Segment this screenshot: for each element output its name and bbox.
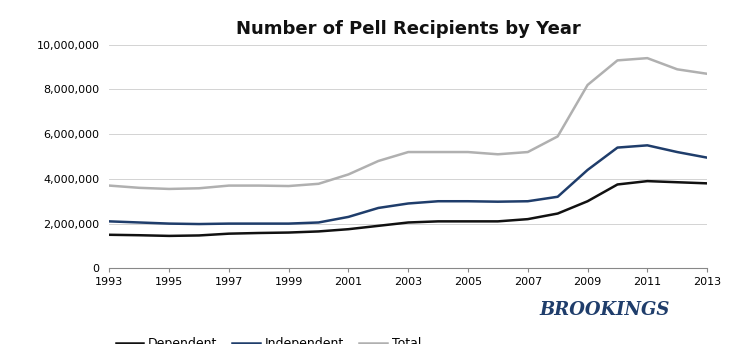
Dependent xyxy=(553,212,562,216)
Total xyxy=(464,150,472,154)
Total xyxy=(553,135,562,139)
Dependent xyxy=(165,234,174,238)
Independent xyxy=(404,202,413,206)
Dependent xyxy=(703,181,712,185)
Independent xyxy=(344,215,353,219)
Independent xyxy=(225,222,233,226)
Total xyxy=(673,67,682,72)
Independent xyxy=(135,221,144,225)
Dependent xyxy=(404,221,413,225)
Dependent xyxy=(105,233,114,237)
Independent xyxy=(165,222,174,226)
Total xyxy=(374,159,383,163)
Total xyxy=(613,58,622,63)
Independent xyxy=(673,150,682,154)
Independent xyxy=(284,222,293,226)
Line: Independent: Independent xyxy=(109,146,707,224)
Independent xyxy=(703,155,712,160)
Dependent xyxy=(344,227,353,231)
Independent xyxy=(553,195,562,199)
Dependent xyxy=(494,219,502,224)
Dependent xyxy=(225,232,233,236)
Dependent xyxy=(434,219,443,224)
Title: Number of Pell Recipients by Year: Number of Pell Recipients by Year xyxy=(236,20,580,37)
Total xyxy=(583,83,592,87)
Independent xyxy=(195,222,203,226)
Independent xyxy=(494,200,502,204)
Total xyxy=(404,150,413,154)
Total xyxy=(703,72,712,76)
Independent xyxy=(434,199,443,203)
Total xyxy=(434,150,443,154)
Independent xyxy=(583,168,592,172)
Dependent xyxy=(613,182,622,186)
Dependent xyxy=(643,179,652,183)
Independent xyxy=(523,199,532,203)
Independent xyxy=(314,221,323,225)
Total xyxy=(135,186,144,190)
Line: Total: Total xyxy=(109,58,707,189)
Dependent xyxy=(464,219,472,224)
Dependent xyxy=(135,233,144,237)
Line: Dependent: Dependent xyxy=(109,181,707,236)
Dependent xyxy=(254,231,263,235)
Total xyxy=(523,150,532,154)
Independent xyxy=(613,146,622,150)
Total xyxy=(284,184,293,188)
Total xyxy=(195,186,203,190)
Total xyxy=(494,152,502,157)
Total xyxy=(165,187,174,191)
Independent xyxy=(254,222,263,226)
Text: BROOKINGS: BROOKINGS xyxy=(540,301,670,319)
Independent xyxy=(374,206,383,210)
Total xyxy=(643,56,652,60)
Dependent xyxy=(314,229,323,234)
Dependent xyxy=(195,233,203,237)
Dependent xyxy=(284,230,293,235)
Independent xyxy=(464,199,472,203)
Legend: Dependent, Independent, Total: Dependent, Independent, Total xyxy=(116,337,421,344)
Total xyxy=(105,184,114,188)
Independent xyxy=(643,143,652,148)
Total xyxy=(314,182,323,186)
Dependent xyxy=(523,217,532,221)
Total xyxy=(225,184,233,188)
Total xyxy=(344,172,353,176)
Dependent xyxy=(374,224,383,228)
Total xyxy=(254,184,263,188)
Dependent xyxy=(673,180,682,184)
Independent xyxy=(105,219,114,224)
Dependent xyxy=(583,199,592,203)
